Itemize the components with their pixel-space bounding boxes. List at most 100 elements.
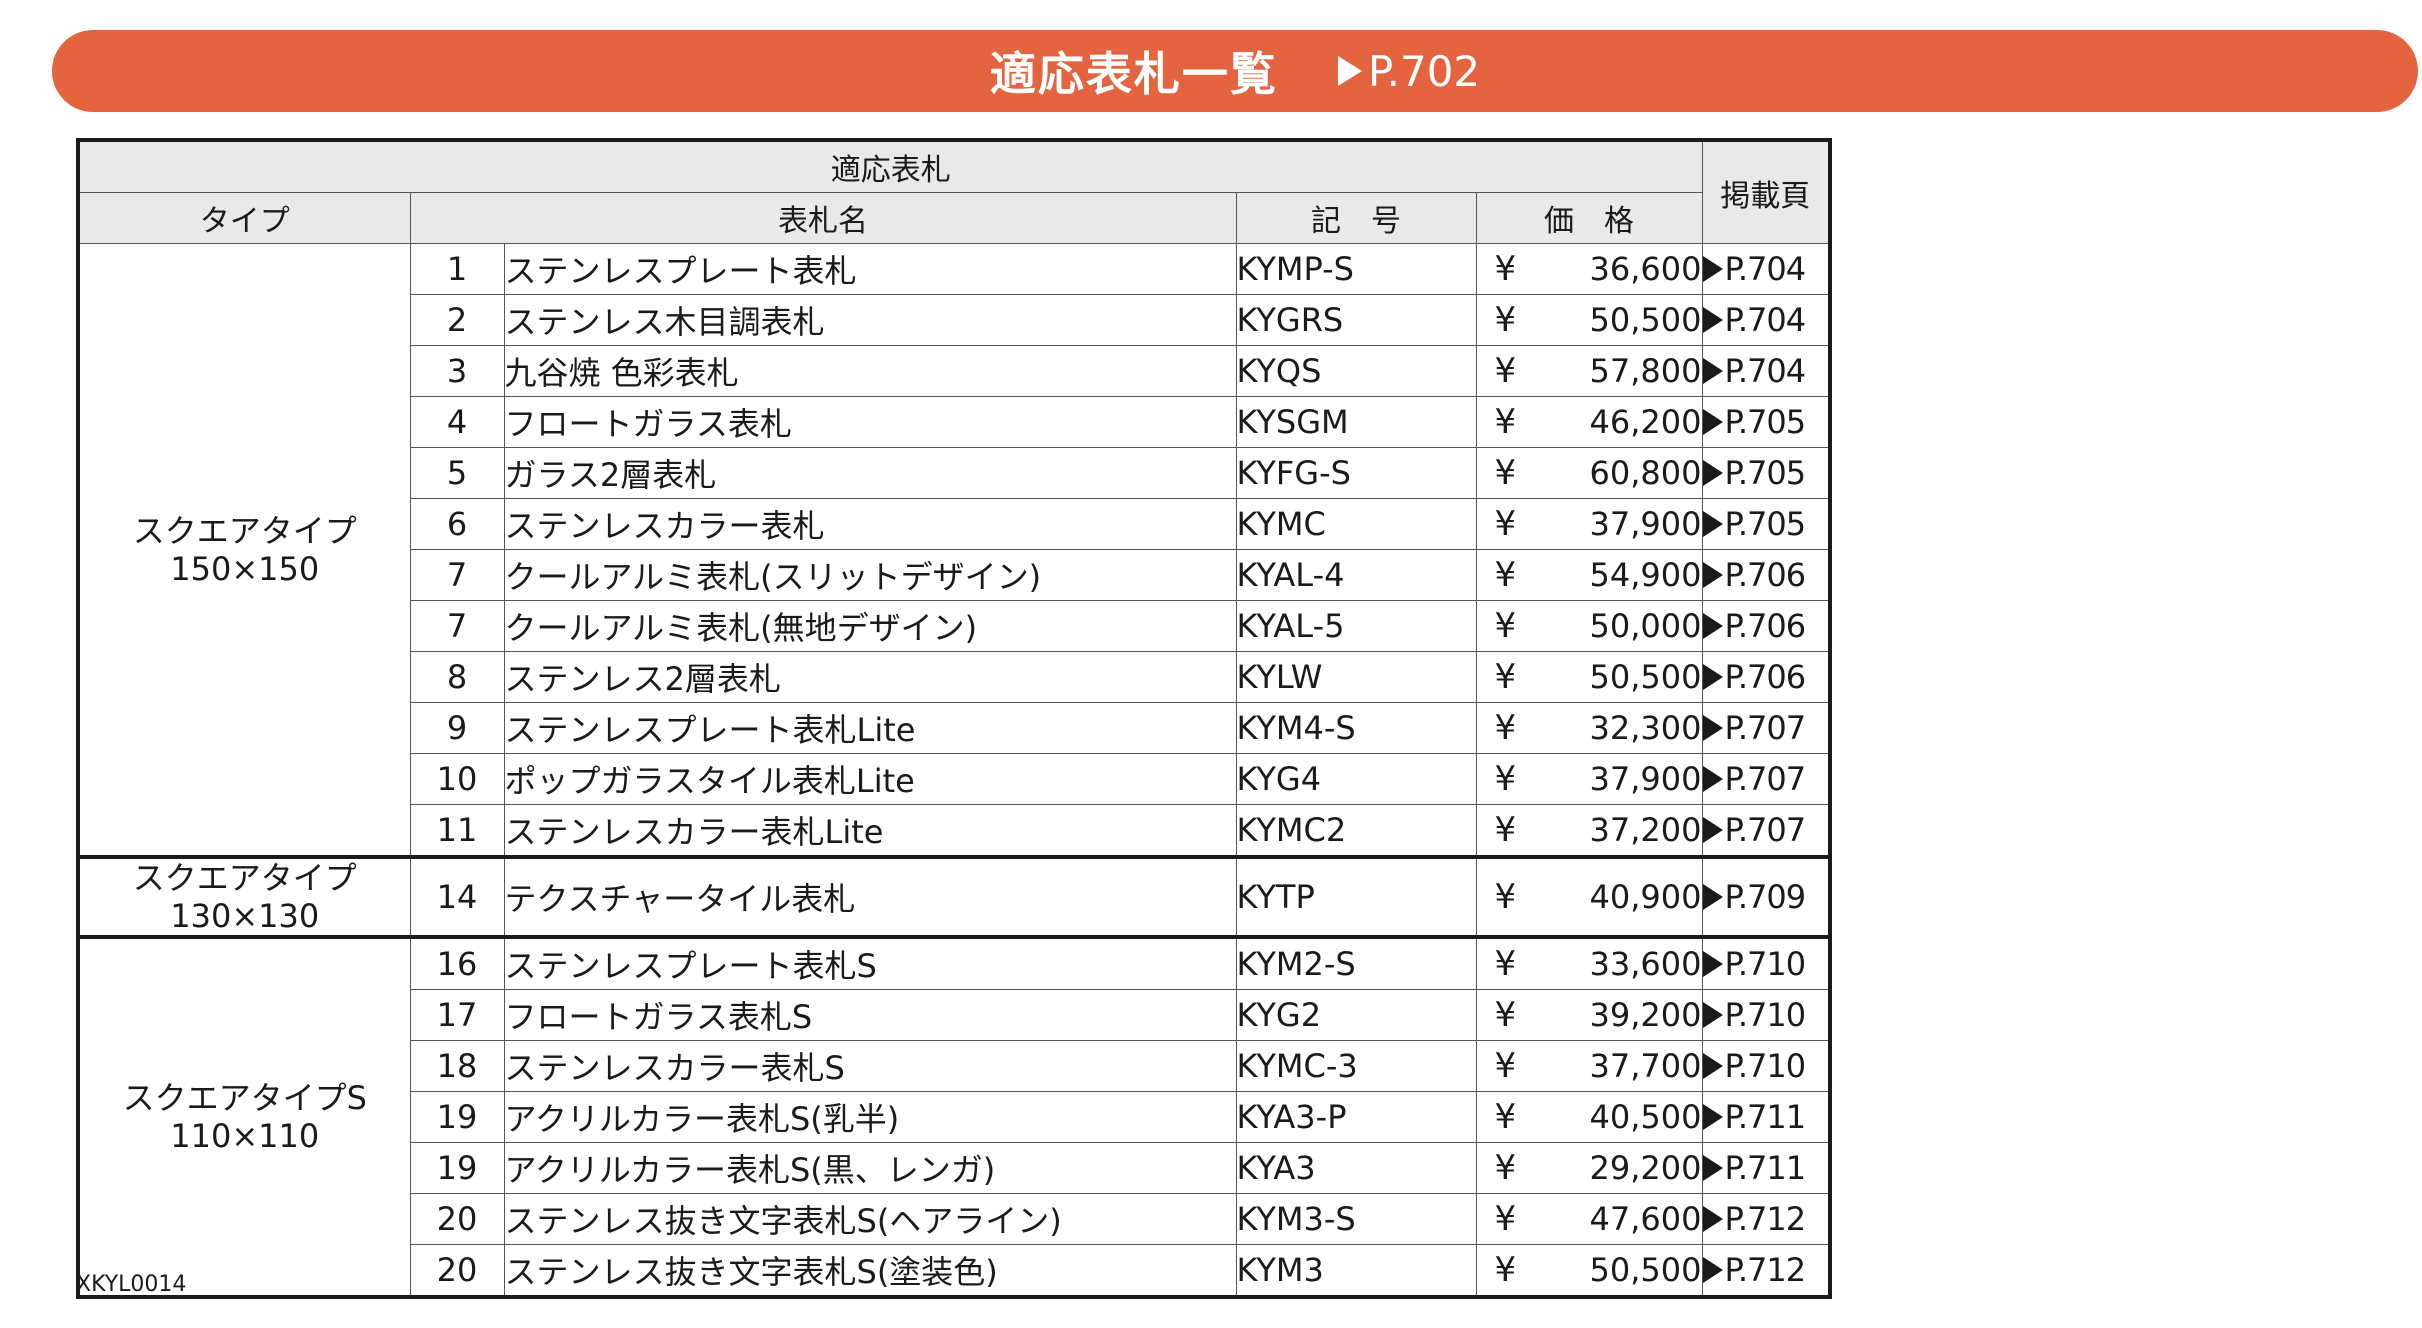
item-page-link[interactable]: P.706 <box>1701 549 1831 601</box>
yen-symbol: ¥ <box>1494 402 1517 442</box>
item-page-link[interactable]: P.705 <box>1701 447 1831 499</box>
item-name: 九谷焼 色彩表札 <box>503 345 1237 397</box>
item-price-cell: ¥40,900 <box>1475 855 1703 938</box>
item-price: 54,900 <box>1589 556 1702 594</box>
type-name: スクエアタイプS <box>122 1079 367 1117</box>
type-cell: スクエアタイプS 110×110 <box>77 935 411 1298</box>
item-name: アクリルカラー表札S(乳半) <box>503 1091 1237 1143</box>
table-row: 5 ガラス2層表札 KYFG-S ¥60,800 P.705 <box>78 447 1831 499</box>
item-page-link[interactable]: P.705 <box>1701 498 1831 550</box>
item-page-link[interactable]: P.709 <box>1701 855 1831 938</box>
yen-symbol: ¥ <box>1494 810 1517 850</box>
item-page: P.705 <box>1724 505 1807 543</box>
table-row: 7 クールアルミ表札(スリットデザイン) KYAL-4 ¥54,900 P.706 <box>78 549 1831 601</box>
item-page-link[interactable]: P.706 <box>1701 651 1831 703</box>
yen-symbol: ¥ <box>1494 1250 1517 1290</box>
item-price-cell: ¥29,200 <box>1475 1142 1703 1194</box>
triangle-right-icon <box>1703 1053 1723 1079</box>
item-price: 32,300 <box>1589 709 1702 747</box>
item-page-link[interactable]: P.710 <box>1701 935 1831 990</box>
item-name: ステンレスプレート表札Lite <box>503 702 1237 754</box>
item-price: 37,200 <box>1589 811 1702 849</box>
item-page-link[interactable]: P.710 <box>1701 989 1831 1041</box>
yen-symbol: ¥ <box>1494 504 1517 544</box>
item-name: ポップガラスタイル表札Lite <box>503 753 1237 805</box>
item-price-cell: ¥47,600 <box>1475 1193 1703 1245</box>
yen-symbol: ¥ <box>1494 877 1517 917</box>
item-page-link[interactable]: P.707 <box>1701 702 1831 754</box>
item-code: KYG4 <box>1235 753 1477 805</box>
item-page-link[interactable]: P.707 <box>1701 804 1831 858</box>
item-code: KYM2-S <box>1235 935 1477 990</box>
item-page-link[interactable]: P.711 <box>1701 1142 1831 1194</box>
item-price: 39,200 <box>1589 996 1702 1034</box>
triangle-right-icon <box>1703 664 1723 690</box>
type-cell: スクエアタイプ 150×150 <box>77 243 411 858</box>
item-code: KYAL-5 <box>1235 600 1477 652</box>
item-price-cell: ¥50,500 <box>1475 294 1703 346</box>
item-price: 50,500 <box>1589 1251 1702 1289</box>
item-page-link[interactable]: P.712 <box>1701 1193 1831 1245</box>
item-price-cell: ¥46,200 <box>1475 396 1703 448</box>
yen-symbol: ¥ <box>1494 606 1517 646</box>
item-page-link[interactable]: P.711 <box>1701 1091 1831 1143</box>
item-price-cell: ¥37,900 <box>1475 498 1703 550</box>
item-price-cell: ¥50,500 <box>1475 651 1703 703</box>
item-number: 19 <box>409 1091 505 1143</box>
item-page-link[interactable]: P.706 <box>1701 600 1831 652</box>
item-code: KYMC2 <box>1235 804 1477 858</box>
table-row: 2 ステンレス木目調表札 KYGRS ¥50,500 P.704 <box>78 294 1831 346</box>
item-page-link[interactable]: P.704 <box>1701 243 1831 295</box>
triangle-right-icon <box>1703 1257 1723 1283</box>
item-number: 14 <box>409 855 505 938</box>
triangle-right-icon <box>1703 562 1723 588</box>
item-page-link[interactable]: P.705 <box>1701 396 1831 448</box>
item-page-link[interactable]: P.712 <box>1701 1244 1831 1298</box>
item-page-link[interactable]: P.704 <box>1701 345 1831 397</box>
item-page: P.707 <box>1724 760 1807 798</box>
item-name: ステンレス2層表札 <box>503 651 1237 703</box>
item-number: 9 <box>409 702 505 754</box>
yen-symbol: ¥ <box>1494 1199 1517 1239</box>
yen-symbol: ¥ <box>1494 708 1517 748</box>
item-page-link[interactable]: P.704 <box>1701 294 1831 346</box>
item-code: KYMC <box>1235 498 1477 550</box>
item-price-cell: ¥60,800 <box>1475 447 1703 499</box>
item-price-cell: ¥37,200 <box>1475 804 1703 858</box>
yen-symbol: ¥ <box>1494 995 1517 1035</box>
item-name: アクリルカラー表札S(黒、レンガ) <box>503 1142 1237 1194</box>
item-number: 4 <box>409 396 505 448</box>
yen-symbol: ¥ <box>1494 351 1517 391</box>
title-banner: 適応表札一覧 P.702 <box>52 30 2418 112</box>
item-price: 50,000 <box>1589 607 1702 645</box>
item-name: テクスチャータイル表札 <box>503 855 1237 938</box>
triangle-right-icon <box>1703 715 1723 741</box>
table-row: 19 アクリルカラー表札S(黒、レンガ) KYA3 ¥29,200 P.711 <box>78 1142 1831 1194</box>
table-row: 10 ポップガラスタイル表札Lite KYG4 ¥37,900 P.707 <box>78 753 1831 805</box>
item-name: ステンレス抜き文字表札S(塗装色) <box>503 1244 1237 1298</box>
item-name: ステンレス抜き文字表札S(ヘアライン) <box>503 1193 1237 1245</box>
triangle-right-icon <box>1703 1002 1723 1028</box>
type-size: 150×150 <box>170 549 320 588</box>
page-reference-label: P.702 <box>1367 46 1481 96</box>
yen-symbol: ¥ <box>1494 1046 1517 1086</box>
triangle-right-icon <box>1703 1104 1723 1130</box>
item-page: P.705 <box>1724 454 1807 492</box>
item-price: 60,800 <box>1589 454 1702 492</box>
page-reference-link[interactable]: P.702 <box>1337 46 1481 96</box>
item-name: フロートガラス表札S <box>503 989 1237 1041</box>
item-name: ステンレスプレート表札S <box>503 935 1237 990</box>
item-price: 47,600 <box>1589 1200 1702 1238</box>
item-price: 50,500 <box>1589 658 1702 696</box>
triangle-right-icon <box>1337 56 1362 86</box>
item-page-link[interactable]: P.710 <box>1701 1040 1831 1092</box>
item-number: 20 <box>409 1193 505 1245</box>
table-row: スクエアタイプ 150×150 1 ステンレスプレート表札 KYMP-S ¥36,600 P… <box>77 243 1831 858</box>
item-price-cell: ¥57,800 <box>1475 345 1703 397</box>
yen-symbol: ¥ <box>1494 1148 1517 1188</box>
triangle-right-icon <box>1703 307 1723 333</box>
item-page-link[interactable]: P.707 <box>1701 753 1831 805</box>
yen-symbol: ¥ <box>1494 555 1517 595</box>
item-price-cell: ¥32,300 <box>1475 702 1703 754</box>
item-page: P.707 <box>1724 709 1807 747</box>
